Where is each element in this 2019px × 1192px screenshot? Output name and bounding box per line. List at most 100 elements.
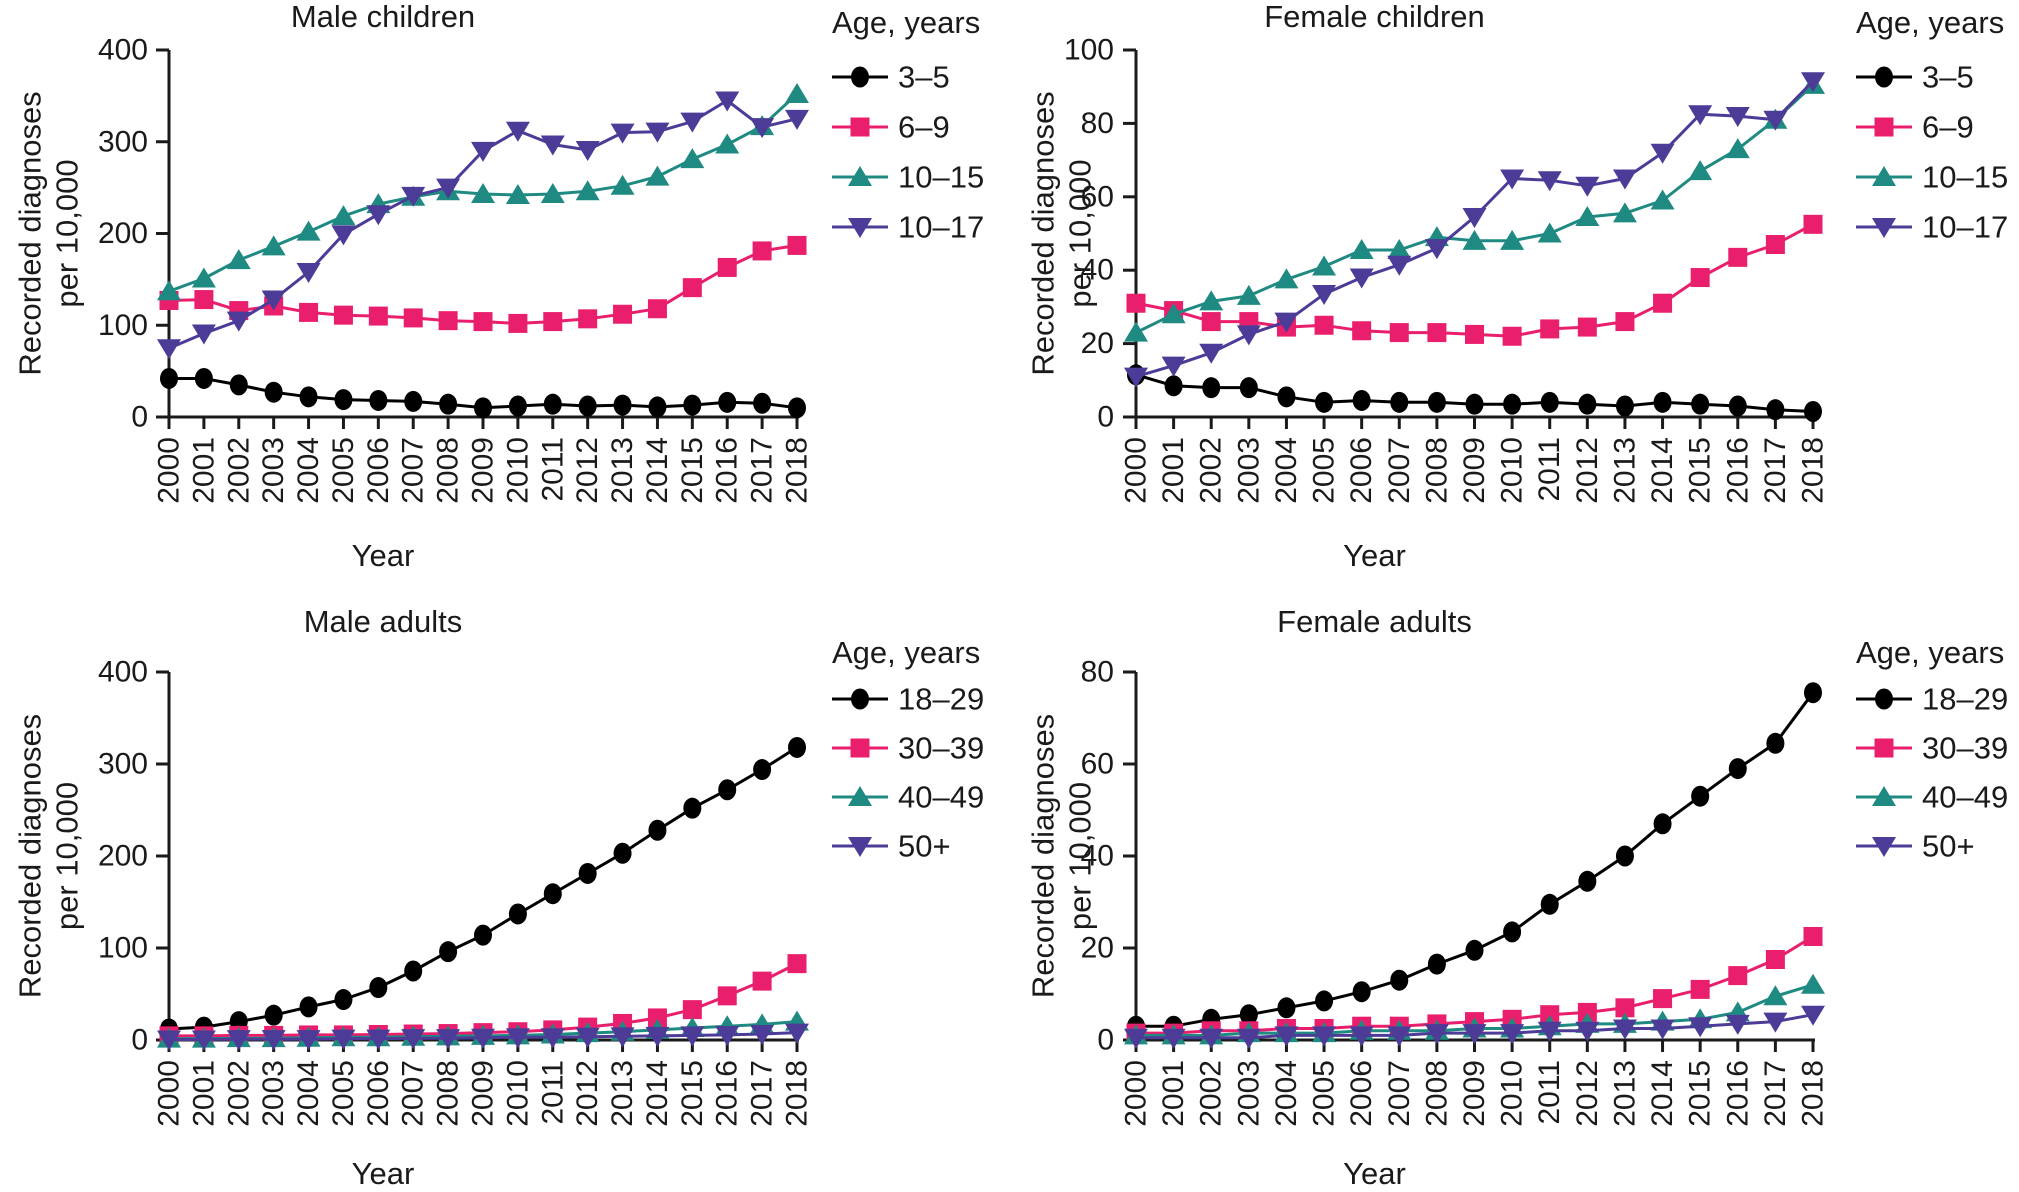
triangle-up-marker bbox=[505, 183, 530, 204]
triangle-down-marker bbox=[157, 339, 181, 360]
x-tick-label: 2014 bbox=[1646, 437, 1679, 504]
triangle-down-legend-marker bbox=[848, 218, 872, 238]
y-tick-label: 80 bbox=[1081, 656, 1114, 689]
legend: Age, years 18–29 30–39 40–49 50+ bbox=[1856, 635, 2008, 864]
x-tick-label: 2005 bbox=[327, 1060, 360, 1127]
square-marker bbox=[1577, 317, 1597, 337]
triangle-down-marker bbox=[1199, 1028, 1224, 1049]
triangle-down-marker bbox=[1500, 169, 1525, 190]
triangle-down-marker bbox=[1312, 1026, 1337, 1047]
circle-marker bbox=[1766, 399, 1785, 421]
series-line bbox=[168, 243, 798, 325]
y-tick-label: 80 bbox=[1081, 107, 1114, 140]
square-marker bbox=[1728, 966, 1748, 986]
x-tick-label: 2015 bbox=[676, 437, 709, 504]
legend-item-50+: 50+ bbox=[1856, 829, 1975, 864]
x-tick-label: 2010 bbox=[501, 1060, 534, 1127]
triangle-down-marker bbox=[261, 1030, 286, 1051]
x-tick-label: 2016 bbox=[711, 1060, 744, 1127]
triangle-down-marker bbox=[296, 1030, 321, 1051]
triangle-down-marker bbox=[191, 1030, 216, 1051]
triangle-down-marker bbox=[1575, 1021, 1600, 1042]
circle-legend-marker bbox=[1875, 66, 1893, 88]
triangle-down-marker bbox=[401, 186, 426, 207]
triangle-down-marker bbox=[645, 122, 670, 143]
triangle-down-marker bbox=[436, 1029, 461, 1050]
circle-marker bbox=[543, 393, 562, 415]
triangle-down-marker bbox=[226, 311, 251, 332]
circle-marker bbox=[788, 397, 806, 419]
triangle-down-marker bbox=[575, 1027, 600, 1048]
x-tick-label: 2006 bbox=[362, 1060, 395, 1127]
circle-marker bbox=[1315, 391, 1334, 413]
square-marker bbox=[1615, 312, 1635, 332]
triangle-up-marker bbox=[1462, 229, 1487, 250]
y-tick-label: 60 bbox=[1081, 748, 1114, 781]
square-marker bbox=[1690, 268, 1710, 288]
legend-item-3–5: 3–5 bbox=[1856, 60, 1974, 95]
square-marker bbox=[1765, 235, 1785, 255]
square-marker bbox=[1389, 323, 1409, 343]
x-tick-label: 2007 bbox=[1383, 437, 1416, 504]
square-legend-marker bbox=[850, 738, 870, 758]
circle-marker bbox=[718, 779, 737, 801]
triangle-down-marker bbox=[785, 109, 809, 130]
triangle-down-marker bbox=[1688, 1017, 1713, 1038]
x-axis-ticks: 2000 2001 2002 2003 2004 2005 2006 2007 2008 2009… bbox=[153, 417, 814, 504]
triangle-up-legend-marker bbox=[848, 786, 872, 806]
square-marker bbox=[647, 1008, 667, 1028]
y-tick-label: 40 bbox=[1081, 840, 1114, 873]
circle-marker bbox=[1578, 393, 1597, 415]
circle-marker bbox=[404, 390, 423, 412]
square-marker bbox=[1201, 312, 1221, 332]
square-marker bbox=[1653, 293, 1673, 313]
legend: Age, years 3–5 6–9 10–15 10–17 bbox=[832, 5, 984, 245]
triangle-down-marker bbox=[1725, 107, 1750, 128]
triangle-down-marker bbox=[1274, 1026, 1299, 1047]
legend-item-10–17: 10–17 bbox=[832, 210, 984, 245]
legend-item-10–15: 10–15 bbox=[1856, 160, 2008, 195]
circle-marker bbox=[264, 381, 283, 403]
square-legend-marker bbox=[1874, 738, 1894, 758]
square-marker bbox=[438, 311, 458, 331]
triangle-up-marker bbox=[1199, 290, 1224, 311]
legend-item-40–49: 40–49 bbox=[1856, 780, 2008, 815]
x-tick-label: 2003 bbox=[1232, 437, 1265, 504]
triangle-up-marker bbox=[1612, 202, 1637, 223]
legend-item-6–9: 6–9 bbox=[832, 110, 950, 145]
x-tick-label: 2012 bbox=[1571, 1060, 1604, 1127]
x-tick-label: 2001 bbox=[187, 1060, 220, 1127]
circle-marker bbox=[194, 367, 213, 389]
square-marker bbox=[1540, 319, 1560, 339]
triangle-down-marker bbox=[436, 178, 461, 199]
x-tick-label: 2001 bbox=[187, 437, 220, 504]
y-tick-label: 20 bbox=[1081, 932, 1114, 965]
x-tick-label: 2004 bbox=[292, 1060, 325, 1127]
x-axis-ticks: 2000 2001 2002 2003 2004 2005 2006 2007 2008 2009… bbox=[153, 1040, 814, 1127]
x-tick-label: 2008 bbox=[1420, 437, 1453, 504]
triangle-down-marker bbox=[1688, 105, 1713, 126]
circle-marker bbox=[1239, 377, 1258, 399]
circle-marker bbox=[1277, 386, 1296, 408]
circle-marker bbox=[1352, 981, 1371, 1003]
y-tick-label: 100 bbox=[1064, 34, 1114, 67]
y-axis-ticks: 0 20 40 60 80 bbox=[1081, 656, 1136, 1057]
svg-text:Recorded diagnoses: Recorded diagnoses bbox=[1026, 714, 1061, 998]
circle-marker bbox=[1728, 758, 1747, 780]
triangle-down-marker bbox=[1612, 169, 1637, 190]
circle-marker bbox=[788, 736, 806, 758]
triangle-down-marker bbox=[680, 112, 705, 133]
x-tick-label: 2007 bbox=[397, 437, 430, 504]
legend-label: 50+ bbox=[1922, 829, 1975, 864]
square-marker bbox=[1615, 998, 1635, 1018]
circle-marker bbox=[1766, 732, 1785, 754]
x-tick-label: 2010 bbox=[1496, 1060, 1529, 1127]
square-marker bbox=[717, 257, 737, 277]
circle-marker bbox=[1578, 870, 1597, 892]
x-tick-label: 2007 bbox=[1383, 1060, 1416, 1127]
x-tick-label: 2017 bbox=[1759, 1060, 1792, 1127]
square-marker bbox=[1502, 326, 1522, 346]
series-50+ bbox=[1124, 1005, 1825, 1049]
